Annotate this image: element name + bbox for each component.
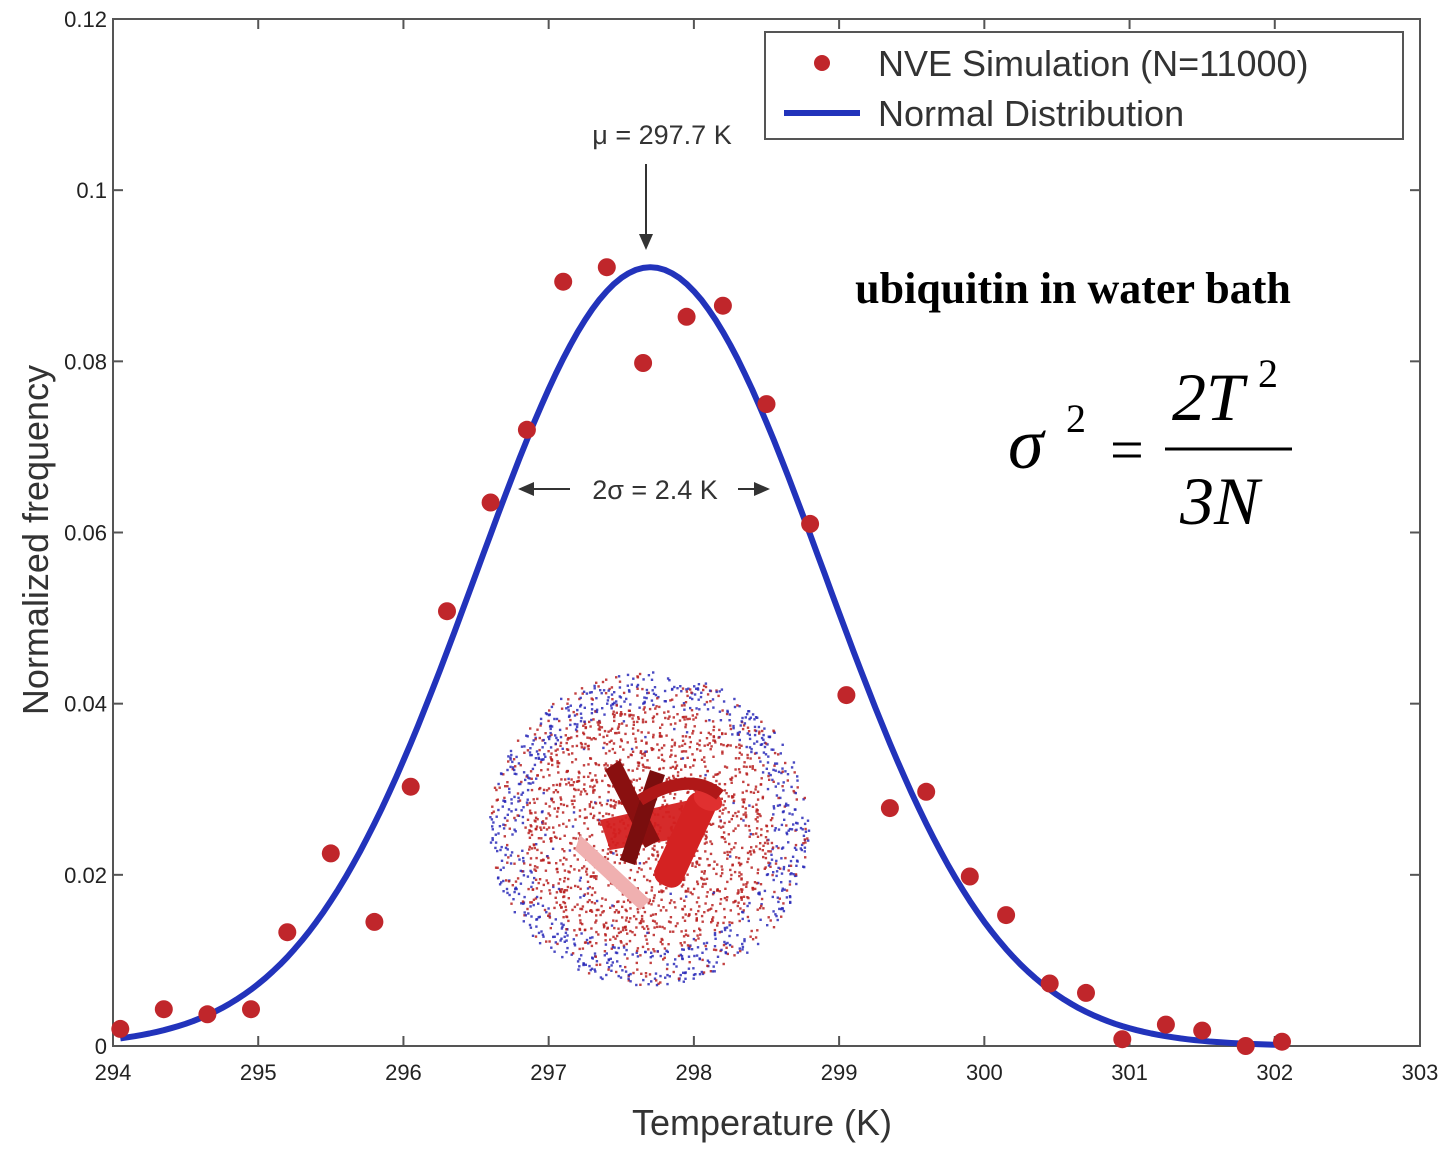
ubiquitin-molecule-illustration <box>489 671 811 987</box>
y-tick-labels: 0 0.02 0.04 0.06 0.08 0.1 0.12 <box>64 7 107 1059</box>
data-point <box>1236 1037 1255 1055</box>
mean-annotation: μ = 297.7 K <box>592 120 732 250</box>
normal-distribution-curve <box>119 264 1283 1048</box>
x-tick-label: 296 <box>385 1060 422 1085</box>
water-bath-sphere <box>489 671 811 987</box>
equation-sigma: σ <box>1008 404 1046 484</box>
x-tick-label: 303 <box>1402 1060 1439 1085</box>
y-tick-label: 0.12 <box>64 7 107 32</box>
x-tick-label: 299 <box>821 1060 858 1085</box>
data-point <box>365 912 384 931</box>
system-label: ubiquitin in water bath <box>855 264 1291 313</box>
x-tick-label: 300 <box>966 1060 1003 1085</box>
data-point <box>198 1005 217 1024</box>
data-point <box>111 1019 130 1038</box>
data-point <box>1273 1032 1291 1051</box>
data-point <box>278 923 297 942</box>
sigma-label: 2σ = 2.4 K <box>592 475 718 505</box>
data-point <box>154 1000 173 1019</box>
data-point <box>597 258 616 277</box>
y-tick-label: 0.1 <box>76 178 107 203</box>
data-point <box>517 420 536 439</box>
equation-denominator: 3N <box>1179 463 1263 539</box>
data-point <box>677 307 696 326</box>
legend-label-normal: Normal Distribution <box>878 93 1184 134</box>
protein-ribbon <box>575 760 724 910</box>
y-axis-label: Normalized frequency <box>15 365 56 715</box>
x-tick-label: 294 <box>95 1060 132 1085</box>
data-point <box>1040 974 1059 993</box>
data-point <box>880 799 899 818</box>
data-point <box>997 906 1016 925</box>
data-point <box>1156 1015 1175 1034</box>
legend-label-simulation: NVE Simulation (N=11000) <box>878 43 1309 84</box>
data-point <box>401 777 420 796</box>
equation-sigma-exponent: 2 <box>1066 396 1086 441</box>
sigma-annotation: 2σ = 2.4 K <box>518 475 770 505</box>
y-tick-label: 0.08 <box>64 349 107 374</box>
y-tick-label: 0.06 <box>64 521 107 546</box>
data-point <box>837 686 856 705</box>
sigma-arrowhead-left <box>518 482 534 496</box>
simulation-points <box>111 258 1291 1055</box>
data-point <box>757 395 776 414</box>
data-point <box>321 844 340 863</box>
y-tick-label: 0.04 <box>64 692 107 717</box>
mu-label: μ = 297.7 K <box>592 120 731 150</box>
data-point <box>242 1000 260 1019</box>
legend: NVE Simulation (N=11000) Normal Distribu… <box>764 31 1404 140</box>
data-point <box>1193 1021 1212 1040</box>
equation-numerator-exponent: 2 <box>1258 351 1278 396</box>
data-point <box>917 782 936 801</box>
legend-box <box>764 31 1404 140</box>
data-point <box>1113 1030 1132 1049</box>
data-point <box>554 272 573 291</box>
x-axis-label: Temperature (K) <box>632 1102 892 1143</box>
y-tick-label: 0.02 <box>64 863 107 888</box>
data-point <box>801 514 820 533</box>
data-point <box>960 867 979 886</box>
equation-numerator: 2T <box>1172 359 1248 435</box>
data-point <box>481 493 500 512</box>
x-tick-label: 302 <box>1256 1060 1293 1085</box>
x-tick-label: 295 <box>240 1060 277 1085</box>
data-point <box>438 602 456 621</box>
x-tick-label: 298 <box>676 1060 713 1085</box>
data-point <box>713 296 732 315</box>
x-tick-label: 301 <box>1111 1060 1148 1085</box>
data-point <box>1077 983 1095 1002</box>
y-tick-label: 0 <box>95 1034 107 1059</box>
mu-arrowhead <box>639 234 653 250</box>
legend-marker-simulation <box>814 55 830 71</box>
variance-equation: σ 2 = 2T 2 3N <box>1008 351 1292 539</box>
data-point <box>634 354 653 372</box>
equation-equals: = <box>1110 417 1144 483</box>
x-tick-labels: 294 295 296 297 298 299 300 301 302 303 <box>95 1060 1439 1085</box>
x-tick-label: 297 <box>530 1060 567 1085</box>
sigma-arrowhead-right <box>754 482 770 496</box>
